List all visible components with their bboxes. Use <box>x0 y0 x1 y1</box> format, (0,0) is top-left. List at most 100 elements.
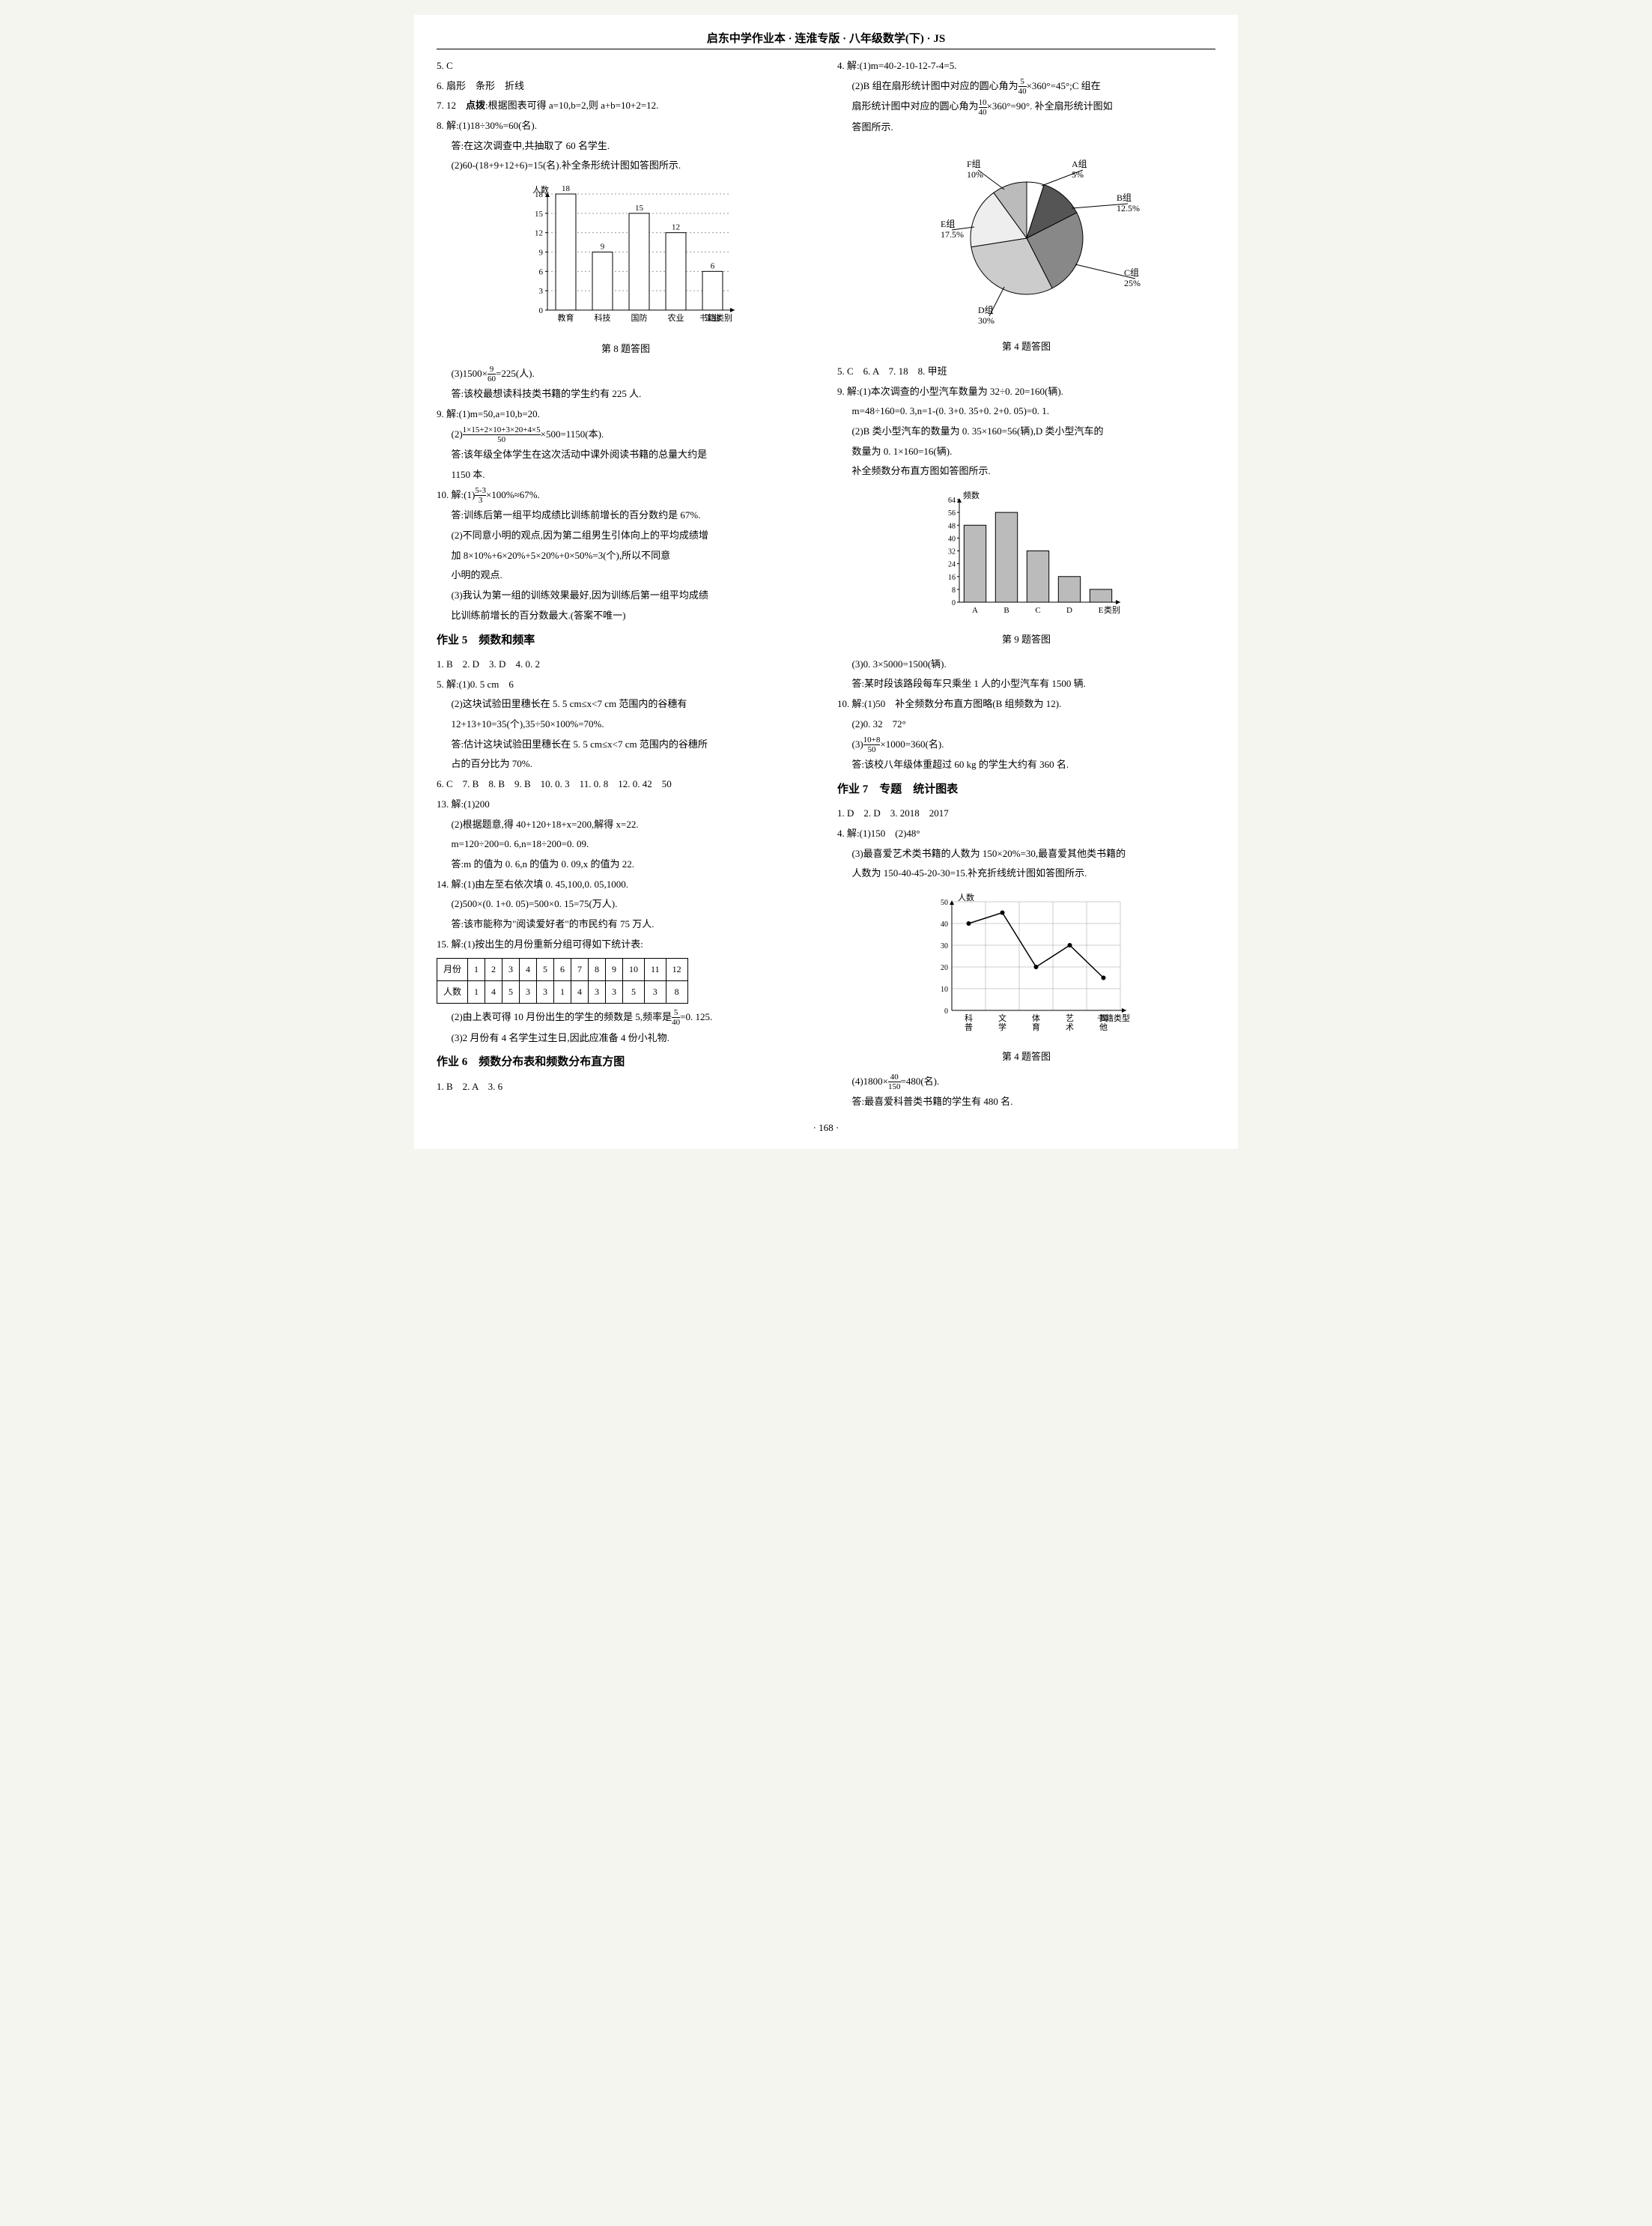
svg-text:5%: 5% <box>1072 169 1084 180</box>
text-line: (2)根据题意,得 40+120+18+x=200,解得 x=22. <box>437 816 815 834</box>
table-cell: 6 <box>554 959 571 981</box>
text-line: 13. 解:(1)200 <box>437 795 815 814</box>
svg-text:10: 10 <box>941 986 948 994</box>
table-cell: 1 <box>468 959 485 981</box>
svg-text:15: 15 <box>635 204 644 213</box>
text-line: (3)0. 3×5000=1500(辆). <box>837 655 1215 674</box>
text-line: 答:m 的值为 0. 6,n 的值为 0. 09,x 的值为 22. <box>437 855 815 874</box>
text-line: (4)1800×40150=480(名). <box>837 1073 1215 1092</box>
table-cell: 10 <box>623 959 645 981</box>
hint-label: 点拨 <box>466 100 485 111</box>
text-line: 人数为 150-40-45-20-30=15.补充折线统计图如答图所示. <box>837 864 1215 883</box>
text-line: 补全频数分布直方图如答图所示. <box>837 462 1215 481</box>
text-line: 9. 解:(1)本次调查的小型汽车数量为 32÷0. 20=160(辆). <box>837 383 1215 401</box>
svg-text:书籍类型: 书籍类型 <box>1097 1013 1130 1023</box>
line-chart-4: 01020304050科普文学体育艺术其他人数书籍类型 <box>922 891 1132 1040</box>
text: 10. 解:(1) <box>437 489 475 500</box>
text-line: 14. 解:(1)由左至右依次填 0. 45,100,0. 05,1000. <box>437 876 815 894</box>
text-line: (2)这块试验田里穗长在 5. 5 cm≤x<7 cm 范围内的谷穗有 <box>437 695 815 714</box>
text-line: 4. 解:(1)150 (2)48° <box>837 825 1215 843</box>
svg-text:0: 0 <box>538 306 543 315</box>
svg-text:E: E <box>1098 606 1103 615</box>
svg-text:6: 6 <box>710 261 714 270</box>
text-line: 答:该市能称为"阅读爱好者"的市民约有 75 万人. <box>437 915 815 934</box>
text-line: (3)2 月份有 4 名学生过生日,因此应准备 4 份小礼物. <box>437 1029 815 1048</box>
text-line: (2)不同意小明的观点,因为第二组男生引体向上的平均成绩增 <box>437 527 815 545</box>
page-footer: · 168 · <box>437 1122 1215 1134</box>
text-line: (2)60-(18+9+12+6)=15(名).补全条形统计图如答图所示. <box>437 157 815 175</box>
table-cell: 12 <box>666 959 687 981</box>
svg-text:18: 18 <box>562 184 571 193</box>
svg-text:0: 0 <box>952 599 956 607</box>
svg-text:书籍类别: 书籍类别 <box>699 312 732 323</box>
table-cell: 4 <box>571 981 589 1004</box>
table-cell: 3 <box>589 981 606 1004</box>
text: ×1000=360(名). <box>880 739 944 750</box>
table-cell: 月份 <box>437 959 468 981</box>
bar-chart-8: 036912151818教育9科技15国防12农业6工业人数书籍类别 <box>514 183 738 333</box>
table-cell: 5 <box>623 981 645 1004</box>
text-line: 答:最喜爱科普类书籍的学生有 480 名. <box>837 1093 1215 1112</box>
svg-text:20: 20 <box>941 964 948 972</box>
table-cell: 5 <box>537 959 554 981</box>
text-line: 5. C <box>437 57 815 76</box>
fraction: 40150 <box>888 1073 901 1091</box>
text-line: 4. 解:(1)m=40-2-10-12-7-4=5. <box>837 57 1215 76</box>
svg-text:D: D <box>1066 606 1072 615</box>
fraction: 540 <box>1018 77 1027 96</box>
text-line: 比训练前增长的百分数最大.(答案不唯一) <box>437 607 815 625</box>
section-title: 作业 7 专题 统计图表 <box>837 779 1215 801</box>
svg-text:6: 6 <box>538 267 543 276</box>
svg-text:30%: 30% <box>978 315 994 324</box>
chart-caption: 第 9 题答图 <box>837 631 1215 649</box>
text-line: 5. 解:(1)0. 5 cm 6 <box>437 676 815 694</box>
svg-text:人数: 人数 <box>532 185 549 195</box>
table-cell: 9 <box>606 959 623 981</box>
table-cell: 3 <box>520 981 537 1004</box>
text-line: (2)0. 32 72° <box>837 715 1215 734</box>
text: (4)1800× <box>852 1076 889 1087</box>
fraction: 5-33 <box>475 486 486 505</box>
chart-caption: 第 8 题答图 <box>437 340 815 359</box>
text-line: m=120÷200=0. 6,n=18÷200=0. 09. <box>437 835 815 854</box>
text-line: m=48÷160=0. 3,n=1-(0. 3+0. 35+0. 2+0. 05… <box>837 402 1215 421</box>
text: (2)由上表可得 10 月份出生的学生的频数是 5,频率是 <box>452 1011 672 1022</box>
svg-text:8: 8 <box>952 586 956 595</box>
text-line: 8. 解:(1)18÷30%=60(名). <box>437 117 815 136</box>
text-line: (2)由上表可得 10 月份出生的学生的频数是 5,频率是540=0. 125. <box>437 1008 815 1028</box>
svg-text:B组: B组 <box>1117 192 1132 203</box>
text: :根据图表可得 a=10,b=2,则 a+b=10+2=12. <box>485 100 658 111</box>
text-line: 15. 解:(1)按出生的月份重新分组可得如下统计表: <box>437 935 815 954</box>
svg-text:E组: E组 <box>941 219 955 229</box>
text: (2) <box>452 428 463 440</box>
text: 7. 12 <box>437 100 466 111</box>
svg-text:3: 3 <box>538 287 543 296</box>
text-line: 答:该校最想读科技类书籍的学生约有 225 人. <box>437 385 815 404</box>
fraction: 1040 <box>979 98 987 117</box>
svg-text:教育: 教育 <box>557 312 574 323</box>
table-cell: 1 <box>468 981 485 1004</box>
text: =225(人). <box>496 368 535 379</box>
svg-text:普: 普 <box>965 1022 973 1032</box>
table-cell: 8 <box>666 981 687 1004</box>
svg-text:频数: 频数 <box>963 490 980 500</box>
table-cell: 1 <box>554 981 571 1004</box>
text-line: 答:估计这块试验田里穗长在 5. 5 cm≤x<7 cm 范围内的谷穗所 <box>437 736 815 754</box>
text: =480(名). <box>901 1076 940 1087</box>
svg-text:64: 64 <box>948 497 956 505</box>
text-line: 数量为 0. 1×160=16(辆). <box>837 443 1215 461</box>
text: (3)1500× <box>452 368 488 379</box>
text-line: 12+13+10=35(个),35÷50×100%=70%. <box>437 715 815 734</box>
histogram-9: 0816243240485664ABCDE频数类别 <box>929 488 1124 623</box>
fraction: 540 <box>672 1008 680 1027</box>
svg-text:人数: 人数 <box>958 893 974 903</box>
text-line: 小明的观点. <box>437 566 815 585</box>
text-line: 答图所示. <box>837 118 1215 137</box>
svg-text:32: 32 <box>948 548 956 556</box>
svg-text:48: 48 <box>948 522 956 530</box>
svg-text:他: 他 <box>1099 1022 1108 1032</box>
svg-text:D组: D组 <box>978 305 994 315</box>
svg-text:12: 12 <box>535 229 543 238</box>
text: ×360°=90°. 补全扇形统计图如 <box>987 100 1113 112</box>
text-line: 10. 解:(1)5-33×100%≈67%. <box>437 486 815 506</box>
